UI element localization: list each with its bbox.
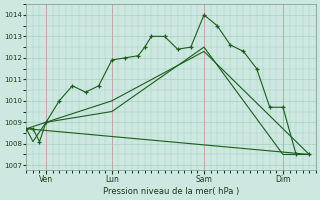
X-axis label: Pression niveau de la mer( hPa ): Pression niveau de la mer( hPa ) bbox=[103, 187, 239, 196]
